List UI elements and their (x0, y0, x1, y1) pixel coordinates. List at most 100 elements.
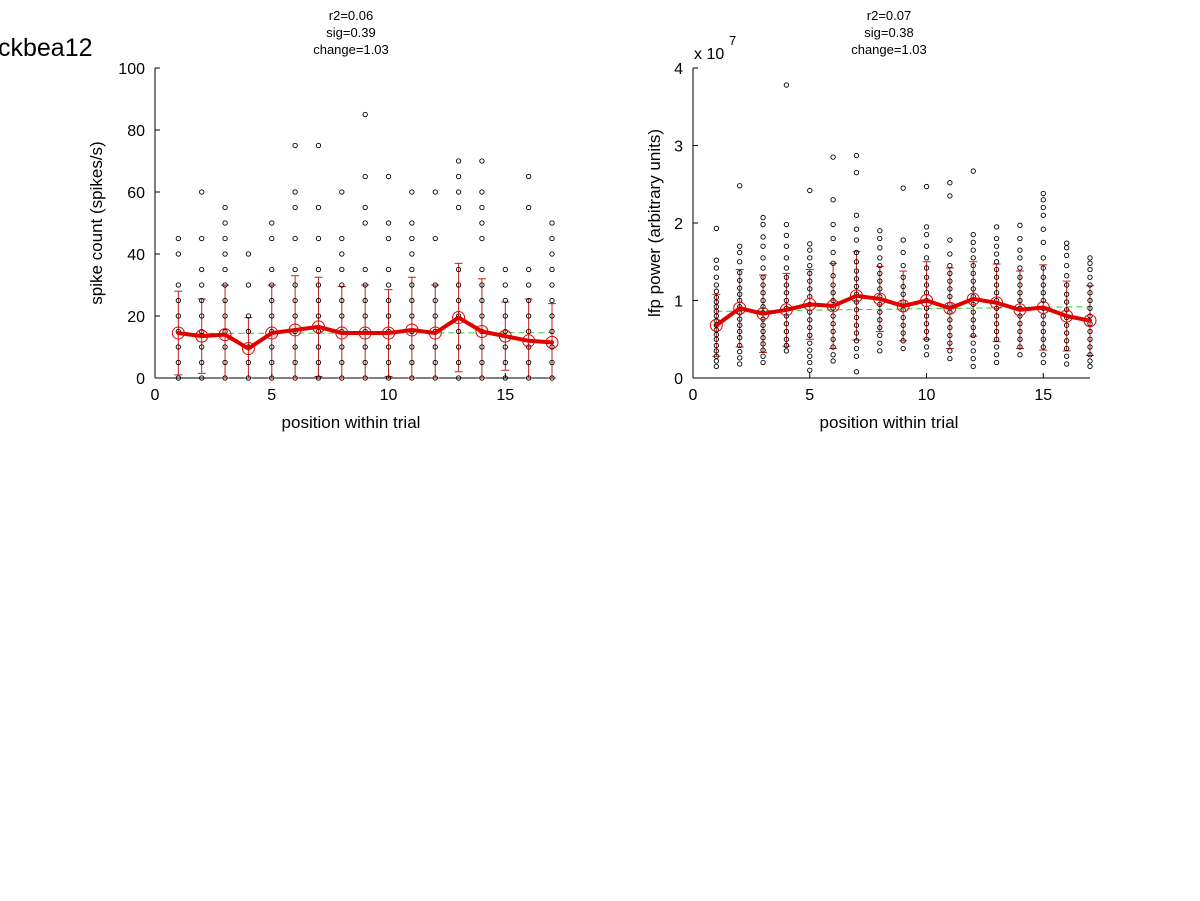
data-point (807, 262, 813, 269)
data-point (432, 344, 438, 350)
data-point (970, 231, 976, 238)
y-tick-label: 40 (127, 247, 145, 264)
mean-marker (218, 328, 232, 342)
data-point (432, 313, 438, 319)
data-point (853, 276, 860, 282)
data-point (1040, 344, 1046, 350)
data-point (760, 255, 766, 261)
data-point (760, 359, 766, 366)
stat-change: change=1.03 (313, 42, 389, 57)
data-point (970, 332, 976, 339)
data-point (525, 344, 532, 350)
data-point (993, 352, 1000, 358)
data-point (292, 282, 298, 288)
data-point (807, 332, 813, 339)
data-point (315, 344, 322, 350)
data-point (1063, 252, 1070, 259)
data-point (760, 328, 766, 335)
data-point (1040, 255, 1046, 261)
data-point (502, 328, 508, 335)
data-point (737, 249, 743, 256)
mean-marker (873, 292, 887, 306)
data-point (853, 259, 860, 265)
data-point (830, 328, 836, 335)
data-point (830, 197, 836, 203)
y-ticks: 0 1 2 3 4 (674, 61, 698, 388)
data-point (807, 359, 813, 366)
data-point (830, 249, 836, 256)
data-point (409, 251, 415, 257)
y-exponent-power: 7 (729, 33, 736, 48)
figure-title: ckbea12 (0, 34, 93, 62)
data-point (525, 359, 532, 366)
data-point (339, 344, 345, 350)
data-point (1063, 245, 1070, 251)
data-point (1087, 305, 1093, 311)
data-point (292, 204, 298, 211)
data-point (783, 282, 790, 288)
data-point (993, 251, 1000, 257)
data-point (853, 345, 860, 352)
data-point (385, 359, 392, 366)
data-point (549, 220, 555, 226)
mean-marker (709, 318, 723, 332)
data-point (830, 352, 836, 358)
data-point (1017, 274, 1023, 280)
data-point (175, 251, 182, 257)
data-point (900, 345, 906, 352)
mean-marker (1083, 314, 1097, 328)
data-point (783, 313, 790, 319)
mean-marker (288, 323, 302, 337)
data-point (737, 348, 743, 355)
data-point (737, 355, 743, 361)
data-point (970, 348, 976, 354)
data-point (737, 259, 743, 265)
data-point (269, 282, 275, 288)
data-point (807, 241, 813, 247)
data-point (1087, 260, 1093, 266)
data-point (315, 297, 322, 304)
data-point (783, 321, 790, 327)
data-point (245, 313, 252, 319)
data-point (1017, 255, 1023, 261)
mean-marker (405, 323, 419, 337)
data-point (877, 309, 883, 315)
data-point (222, 266, 228, 273)
data-point (923, 321, 930, 327)
data-point (923, 336, 930, 342)
data-point (1087, 266, 1093, 273)
y-tick-label: 1 (674, 294, 683, 311)
y-exponent-label: x 10 (694, 46, 724, 63)
y-tick-label: 20 (127, 309, 145, 326)
data-point (900, 249, 906, 256)
data-point (807, 353, 813, 359)
data-point (877, 235, 883, 242)
data-point (315, 313, 322, 319)
data-point (807, 317, 813, 323)
data-point (1063, 353, 1070, 359)
data-point (549, 328, 555, 335)
data-point (807, 187, 813, 194)
data-point (362, 173, 368, 180)
x-axis-label: position within trial (282, 413, 421, 432)
data-point (970, 168, 976, 174)
data-point (713, 274, 720, 280)
data-point (760, 214, 766, 221)
data-point (549, 375, 555, 381)
data-point (947, 270, 953, 277)
data-point (315, 282, 322, 288)
data-point (525, 375, 532, 381)
data-point (409, 189, 415, 195)
data-point (853, 152, 860, 159)
mean-marker (241, 342, 255, 356)
data-point (760, 304, 766, 310)
mean-marker (335, 326, 349, 340)
data-point (455, 266, 462, 273)
x-tick-label: 15 (496, 387, 514, 404)
data-point (502, 375, 508, 381)
data-point (993, 224, 1000, 230)
mean-marker (896, 299, 910, 313)
data-point (760, 335, 766, 341)
data-point (315, 375, 322, 381)
data-point (830, 344, 836, 350)
